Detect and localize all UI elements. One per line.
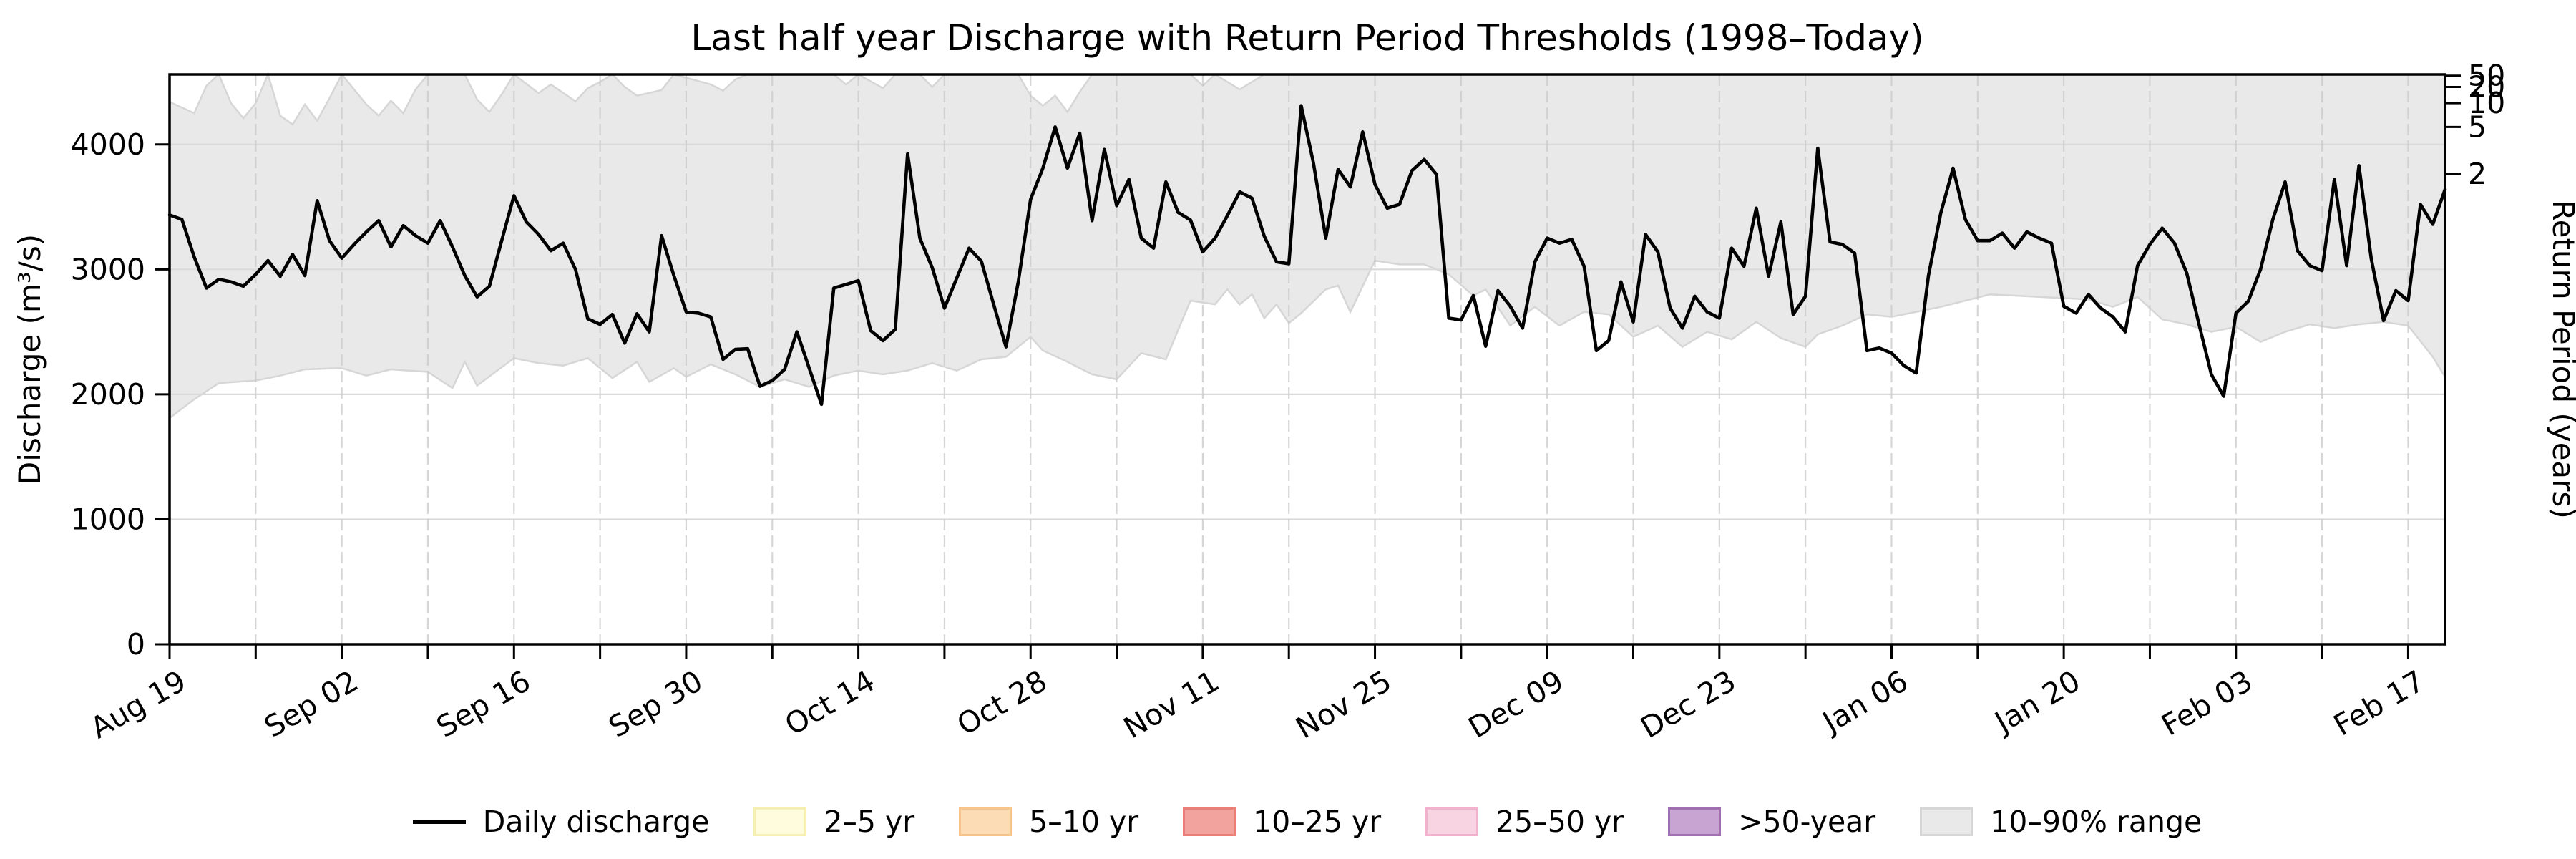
- y-tick-label-4000: 4000: [71, 127, 145, 162]
- chart-legend: Daily discharge 2–5 yr 5–10 yr 10–25 yr 25–5…: [170, 796, 2445, 848]
- legend-label: 2–5 yr: [824, 805, 915, 839]
- legend-item-0: Daily discharge: [412, 805, 710, 839]
- y-tick-label-3000: 3000: [71, 252, 145, 286]
- x-tick-label-sep-16: Sep 16: [431, 664, 536, 744]
- legend-patch-swatch: [1668, 807, 1722, 836]
- legend-label: 10–90% range: [1990, 805, 2202, 839]
- legend-label: Daily discharge: [482, 805, 710, 839]
- daily-discharge-line: [167, 104, 2447, 407]
- legend-label: >50-year: [1738, 805, 1876, 839]
- legend-label: 25–50 yr: [1496, 805, 1624, 839]
- x-tick-label-sep-02: Sep 02: [258, 664, 364, 744]
- x-tick-label-dec-09: Dec 09: [1463, 664, 1569, 745]
- y-axis-label: Discharge (m³/s): [12, 234, 47, 485]
- x-tick-label-dec-23: Dec 23: [1635, 664, 1742, 745]
- legend-patch-swatch: [1183, 807, 1236, 836]
- legend-line-swatch: [412, 820, 466, 824]
- x-tick-label-sep-30: Sep 30: [603, 664, 708, 744]
- right-tick-label-10: 10: [2468, 86, 2505, 120]
- percentile-band-10-90: [168, 72, 2446, 420]
- x-tick-label-oct-28: Oct 28: [951, 664, 1053, 742]
- right-tick-label-50: 50: [2468, 59, 2505, 93]
- legend-label: 5–10 yr: [1029, 805, 1139, 839]
- daily-discharge-line-layer: [167, 104, 2447, 407]
- gridlines: [170, 74, 2445, 644]
- right-tick-label-5: 5: [2468, 110, 2487, 144]
- tick-marks: [155, 74, 2461, 659]
- legend-patch-swatch: [1425, 807, 1479, 836]
- legend-item-2: 5–10 yr: [959, 805, 1138, 839]
- legend-patch-swatch: [1920, 807, 1974, 836]
- legend-item-1: 2–5 yr: [753, 805, 914, 839]
- x-tick-label-feb-03: Feb 03: [2155, 664, 2258, 742]
- legend-patch-swatch: [753, 807, 807, 836]
- axes-spines: [168, 73, 2446, 646]
- legend-item-3: 10–25 yr: [1183, 805, 1381, 839]
- legend-item-4: 25–50 yr: [1425, 805, 1624, 839]
- y-tick-label-0: 0: [127, 627, 145, 661]
- legend-patch-swatch: [959, 807, 1013, 836]
- percentile-band-layer: [168, 72, 2446, 420]
- legend-label: 10–25 yr: [1253, 805, 1382, 839]
- x-tick-label-nov-11: Nov 11: [1118, 664, 1225, 745]
- x-tick-label-jan-06: Jan 06: [1815, 664, 1914, 740]
- x-tick-label-aug-19: Aug 19: [84, 664, 192, 745]
- right-tick-label-20: 20: [2468, 69, 2505, 104]
- chart-title: Last half year Discharge with Return Per…: [691, 17, 1923, 59]
- legend-item-6: 10–90% range: [1920, 805, 2202, 839]
- legend-item-5: >50-year: [1668, 805, 1875, 839]
- y-tick-label-1000: 1000: [71, 502, 145, 536]
- x-tick-label-nov-25: Nov 25: [1290, 664, 1397, 745]
- x-tick-label-oct-14: Oct 14: [779, 664, 881, 742]
- y-tick-label-2000: 2000: [71, 377, 145, 412]
- plot-border: [168, 73, 2446, 646]
- right-axis-label: Return Period (years): [2546, 200, 2576, 518]
- x-tick-label-jan-20: Jan 20: [1987, 664, 2086, 740]
- right-tick-label-2: 2: [2468, 157, 2487, 191]
- x-tick-label-feb-17: Feb 17: [2328, 664, 2430, 742]
